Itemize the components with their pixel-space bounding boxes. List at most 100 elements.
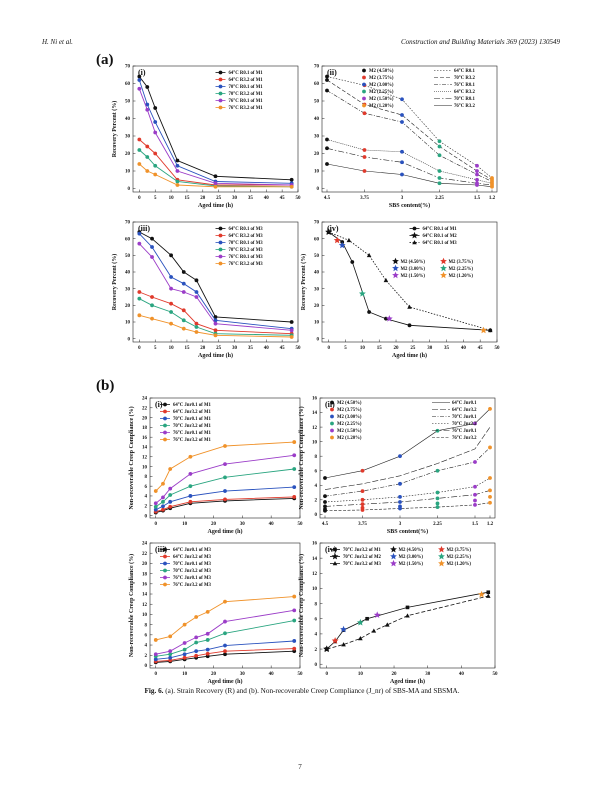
y-tick-label: 12: [312, 426, 318, 431]
legend-label: 70°C Jnr3.2 of M2: [343, 555, 381, 560]
data-point: [182, 652, 187, 657]
x-tick-label: 4.5: [324, 196, 331, 201]
data-point: [437, 181, 442, 186]
panel-b-ii: 4.5 3.75 3 2.25 1.5 1.2 0 2 4 6 8 10 12 14 16 (ii) SBS c…: [298, 397, 496, 535]
data-point: [175, 158, 180, 163]
y-tick-label: 70: [314, 221, 320, 226]
y-tick-label: 4: [315, 484, 318, 489]
data-point: [407, 323, 412, 328]
plot-frame: [149, 542, 301, 669]
legend-marker: [362, 89, 366, 94]
data-point: [435, 505, 440, 509]
data-point: [153, 652, 158, 657]
panel-label: (ii): [325, 400, 335, 409]
y-tick-label: 10: [125, 170, 131, 175]
data-point: [289, 328, 294, 333]
data-point: [169, 253, 173, 258]
data-point: [488, 445, 492, 450]
y-tick-label: 6: [315, 469, 318, 474]
data-point: [137, 137, 142, 142]
data-point: [325, 137, 329, 142]
legend-label: 64°C Jnr0.1: [452, 401, 477, 406]
legend-marker: [163, 582, 167, 587]
y-tick-label: 2: [315, 648, 318, 653]
y-tick-label: 18: [142, 426, 148, 431]
y-tick-label: 10: [142, 613, 148, 618]
x-axis-label: SBS content(%): [389, 202, 430, 209]
legend-marker: [163, 561, 167, 566]
legend-marker: [440, 264, 447, 272]
legend-label: M2 (2.25%): [337, 422, 362, 427]
data-point: [194, 330, 199, 334]
x-tick-label: 40: [264, 196, 270, 201]
x-tick-label: 0: [327, 346, 330, 351]
data-point: [188, 484, 193, 489]
data-point: [437, 139, 442, 144]
y-tick-label: 50: [314, 254, 320, 259]
y-tick-label: 2: [315, 499, 318, 504]
legend-marker: [330, 414, 334, 419]
series-line: [138, 76, 292, 181]
data-point: [153, 163, 158, 168]
data-point: [400, 172, 404, 177]
legend-label: M2 (1.50%): [399, 562, 424, 567]
data-point: [145, 155, 150, 159]
data-point: [153, 638, 158, 642]
x-tick-label: 20: [394, 346, 400, 351]
data-point: [150, 316, 154, 321]
legend-marker: [218, 70, 223, 75]
legend-marker: [332, 561, 338, 566]
legend-label: M2 (1.20%): [369, 104, 394, 109]
x-tick-label: 1.5: [474, 196, 481, 201]
y-tick-label: 16: [142, 583, 148, 588]
legend-label: 76°C Jnr0.1: [452, 429, 477, 434]
x-axis-label: Aged time (h): [392, 352, 427, 359]
legend-label: M2 (4.50%): [369, 69, 394, 74]
y-tick-label: 70: [125, 221, 131, 226]
legend-label: 76°C Jnr3.2: [452, 436, 477, 441]
legend-marker: [362, 96, 366, 101]
x-tick-label: 30: [427, 346, 433, 351]
data-point: [213, 321, 218, 326]
legend-marker: [390, 559, 397, 567]
plot-frame: [319, 542, 496, 669]
legend-label: M2 (3.00%): [401, 267, 426, 272]
legend-label: 64°C R0.1 of M1: [229, 71, 264, 76]
data-point: [181, 281, 186, 286]
data-point: [488, 500, 492, 505]
section-tag-b: (b): [96, 378, 115, 394]
trend-line: [326, 79, 493, 181]
data-point: [153, 504, 158, 509]
legend-marker: [390, 552, 397, 560]
data-point: [161, 499, 165, 504]
data-point: [182, 647, 187, 652]
data-point: [181, 270, 186, 274]
data-point: [473, 503, 477, 507]
y-tick-label: 22: [142, 406, 148, 411]
star-marker: [331, 637, 339, 644]
panel-label: (i): [138, 68, 146, 77]
y-tick-label: 12: [142, 603, 148, 608]
legend-label: 76°C R0.1 of M3: [229, 255, 264, 260]
data-point: [323, 500, 327, 504]
trend-line: [326, 148, 493, 186]
legend-label: 70°C Jnr3.2: [452, 422, 477, 427]
legend-marker: [218, 247, 223, 252]
data-point: [188, 472, 193, 476]
y-axis-label: Recovery Percent (%): [300, 254, 307, 311]
legend-label: 70°C R3.2 of M1: [229, 92, 264, 97]
data-point: [289, 184, 294, 189]
data-point: [223, 462, 227, 467]
data-point: [169, 310, 173, 314]
legend-marker: [362, 68, 366, 73]
panel-a-iv: 0 5 10 15 20 25 30 35 40 45 50 0 10 20 30 40 50 60 70 (iv) A…: [300, 221, 500, 359]
data-point: [153, 172, 158, 177]
legend-marker: [440, 271, 447, 279]
y-tick-label: 0: [128, 187, 131, 192]
data-point: [150, 255, 154, 259]
data-point: [473, 460, 477, 464]
data-point: [325, 88, 329, 93]
plot-frame: [321, 65, 498, 193]
x-tick-label: 35: [248, 196, 254, 201]
y-tick-label: 8: [145, 623, 148, 628]
